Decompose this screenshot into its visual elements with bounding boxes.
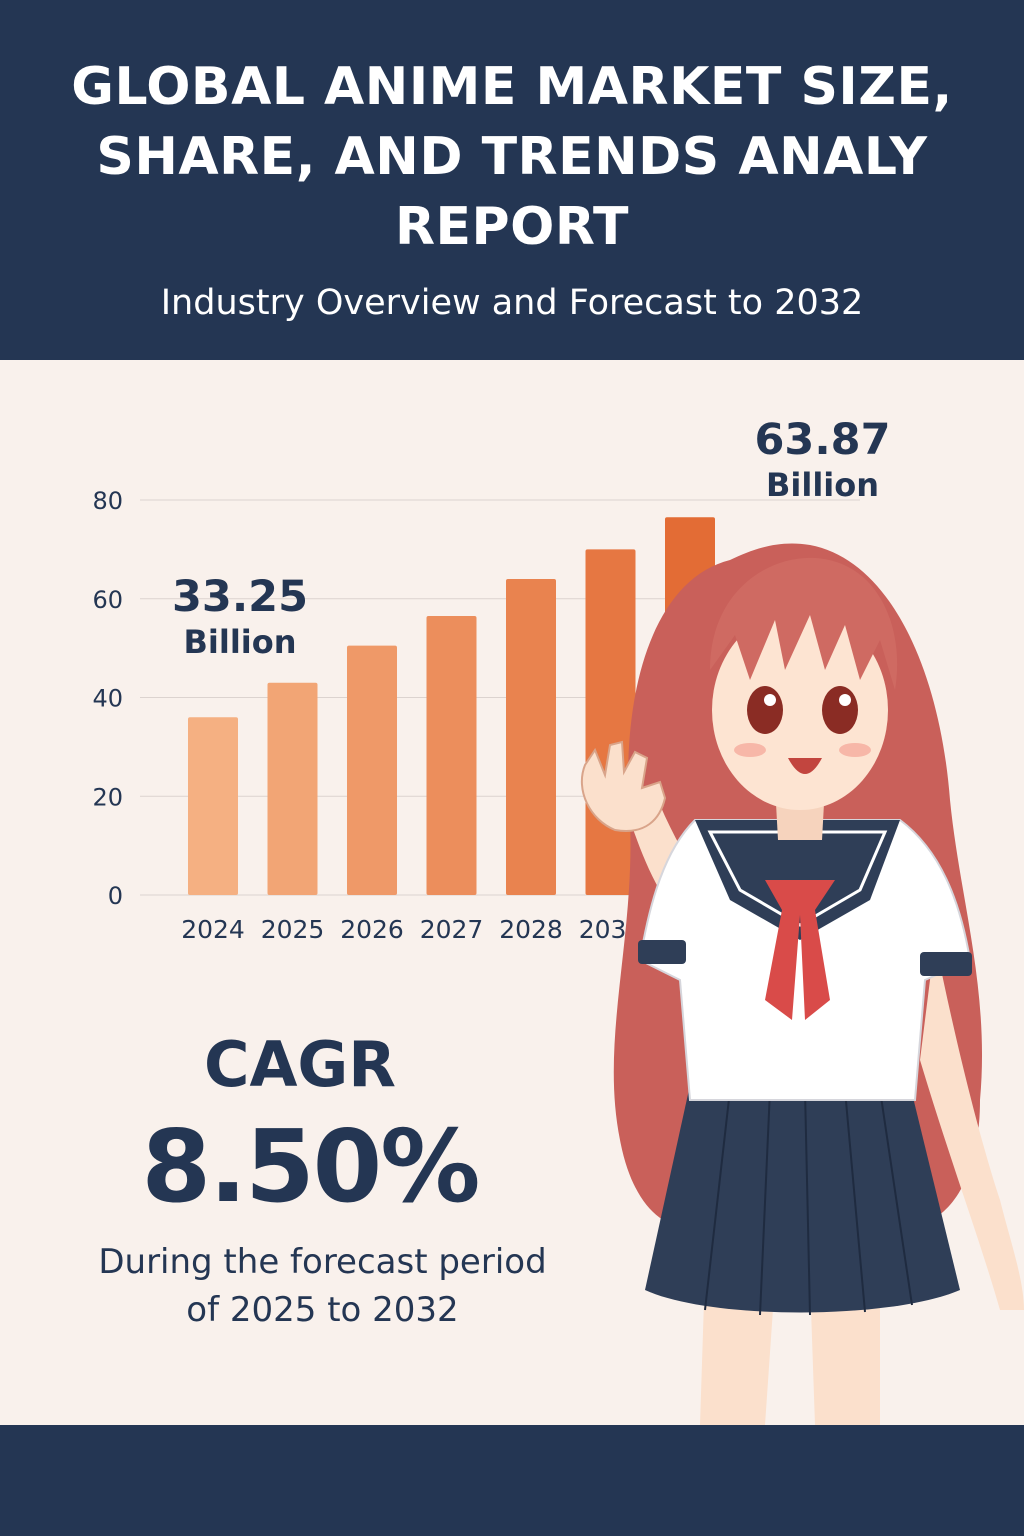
page-title: GLOBAL ANIME MARKET SIZE, SHARE, AND TRE… [40,52,984,262]
y-tick-label: 0 [108,882,123,910]
footer-banner [0,1425,1024,1536]
header-banner: GLOBAL ANIME MARKET SIZE, SHARE, AND TRE… [0,0,1024,360]
title-line-3: REPORT [394,197,630,257]
x-tick-label: 2028 [499,915,563,944]
skirt-pleats [704,1089,913,1316]
collar-stripe [707,830,888,927]
annotation-2024-unit: Billion [183,623,297,661]
bar-2024 [188,717,238,895]
y-tick-label: 40 [92,685,123,713]
annotation-2032-number: 63.87 [754,415,891,465]
title-line-1: GLOBAL ANIME MARKET SIZE, [71,57,953,117]
sleeve-cuff-left [638,940,686,964]
eye-right-highlight [839,694,851,706]
y-tick-label: 80 [92,487,123,515]
hand-waving [580,740,667,832]
cagr-label: CAGR [203,1028,397,1101]
y-axis-ticks: 0 20 40 60 80 [92,487,123,910]
cagr-note-line-1: During the forecast period [98,1242,547,1282]
hair-bangs [710,557,898,690]
bar-2026 [347,645,397,895]
title-line-2: SHARE, AND TRENDS ANALY [96,127,928,187]
y-tick-label: 60 [92,586,123,614]
x-tick-label: 2025 [261,915,325,944]
eye-right [822,686,858,734]
annotation-2024-value: 33.25 Billion [150,572,330,662]
blush-left [734,743,766,757]
annotation-2032-value: 63.87 Billion [730,415,915,505]
scarf-tie [765,880,835,1020]
bar-2027 [426,616,477,895]
eye-left-highlight [764,694,776,706]
bar-2025 [267,682,318,895]
bar-2028 [506,579,556,895]
sleeve-cuff-right [920,952,972,976]
annotation-2032-unit: Billion [765,466,880,504]
mouth [788,758,822,774]
cagr-note-line-2: of 2025 to 2032 [186,1290,459,1330]
x-tick-label: 2026 [340,915,404,944]
skirt [645,1085,960,1313]
annotation-2024-number: 33.25 [171,572,308,622]
eye-left [747,686,783,734]
blush-right [839,743,871,757]
x-axis-ticks: 2024 2025 2026 2027 2028 2032 [181,915,642,944]
cagr-value: 8.50% [141,1108,481,1225]
page-subtitle: Industry Overview and Forecast to 2032 [160,283,864,323]
x-tick-label: 2027 [420,915,484,944]
cagr-note: During the forecast period of 2025 to 20… [70,1238,575,1334]
y-tick-label: 20 [92,783,123,811]
anime-girl-illustration [580,543,1024,1425]
x-tick-label: 2024 [181,915,245,944]
arm-right [920,940,1024,1310]
